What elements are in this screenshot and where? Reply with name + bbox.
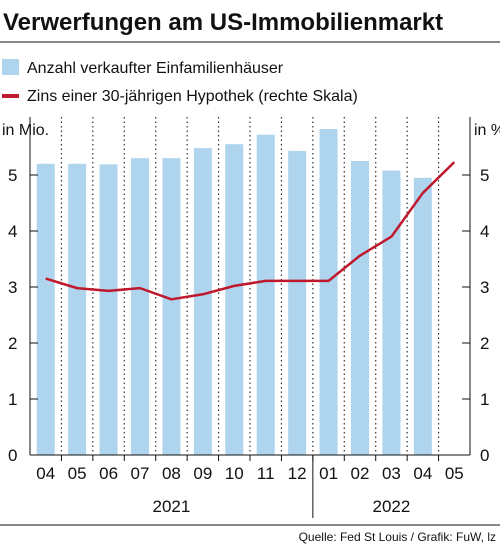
- left-tick-label: 1: [8, 390, 17, 409]
- x-tick-label: 04: [36, 464, 55, 483]
- bar: [162, 158, 181, 455]
- x-tick-label: 06: [99, 464, 118, 483]
- bar: [288, 150, 307, 456]
- bar: [193, 148, 212, 455]
- chart-title: Verwerfungen am US-Immobilienmarkt: [3, 9, 443, 36]
- right-tick-label: 0: [480, 446, 489, 465]
- year-label: 2021: [153, 497, 191, 516]
- x-tick-label: 01: [319, 464, 338, 483]
- bar: [382, 170, 401, 455]
- x-tick-label: 02: [351, 464, 370, 483]
- left-axis-ticks: 0 1 2 3 4 5: [8, 166, 38, 465]
- bar: [413, 177, 432, 456]
- left-tick-label: 3: [8, 278, 17, 297]
- bar: [36, 163, 55, 456]
- source-note: Quelle: Fed St Louis / Grafik: FuW, lz: [299, 530, 496, 544]
- bar: [99, 164, 118, 456]
- line-series: [45, 161, 456, 301]
- left-axis-label: in Mio.: [2, 122, 49, 139]
- bar: [131, 158, 149, 455]
- x-tick-label: 07: [131, 464, 150, 483]
- right-axis-label: in %: [474, 122, 500, 139]
- right-tick-label: 1: [480, 390, 489, 409]
- bar: [351, 161, 369, 455]
- left-tick-label: 2: [8, 334, 17, 353]
- right-tick-label: 3: [480, 278, 489, 297]
- legend-line-swatch: [2, 94, 19, 98]
- legend: Anzahl verkaufter Einfamilienhäuser Zins…: [2, 59, 358, 105]
- legend-bar-label: Anzahl verkaufter Einfamilienhäuser: [27, 60, 284, 77]
- right-axis-ticks: 0 1 2 3 4 5: [462, 166, 489, 465]
- right-tick-label: 4: [480, 222, 489, 241]
- right-tick-label: 5: [480, 166, 489, 185]
- x-tick-label: 05: [445, 464, 464, 483]
- bar: [256, 134, 275, 455]
- bar: [225, 144, 244, 455]
- year-labels: 2021 2022: [153, 455, 411, 518]
- left-tick-label: 4: [8, 222, 17, 241]
- bar: [68, 163, 87, 456]
- x-tick-label: 04: [413, 464, 432, 483]
- left-tick-label: 5: [8, 166, 17, 185]
- x-tick-label: 05: [68, 464, 87, 483]
- right-tick-label: 2: [480, 334, 489, 353]
- x-tick-label: 11: [257, 464, 275, 483]
- x-tick-label: 10: [225, 464, 244, 483]
- legend-bar-swatch: [2, 59, 19, 75]
- bar-series: [36, 129, 432, 456]
- legend-line-label: Zins einer 30-jährigen Hypothek (rechte …: [27, 88, 358, 105]
- x-tick-label: 08: [162, 464, 181, 483]
- x-tick-label: 03: [382, 464, 401, 483]
- x-axis-ticks: 04 05 06 07 08 09 10 11 12 01 02 03 04 05: [36, 455, 464, 483]
- left-tick-label: 0: [8, 446, 17, 465]
- bar: [319, 129, 338, 455]
- x-tick-label: 12: [288, 464, 307, 483]
- year-label: 2022: [373, 497, 411, 516]
- line-path: [45, 161, 456, 301]
- grid-lines: [60, 117, 440, 455]
- x-tick-label: 09: [193, 464, 212, 483]
